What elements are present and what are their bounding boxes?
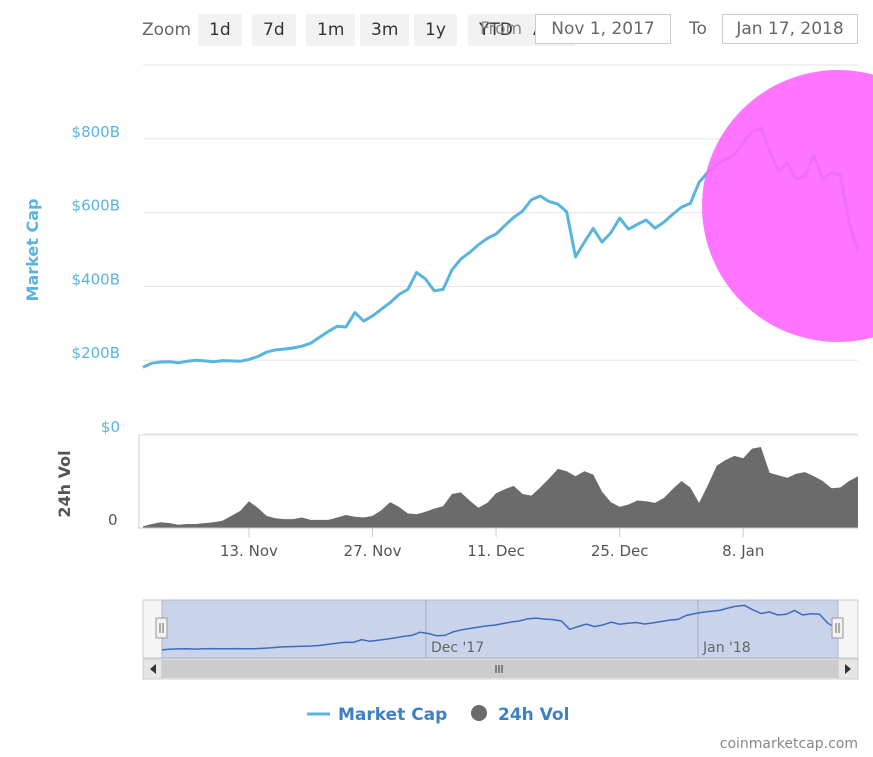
y-tick-label: $600B [72,197,120,215]
legend-label-volume: 24h Vol [498,705,569,725]
navigator-right-handle[interactable] [831,617,844,639]
chevron-left-icon [150,664,156,674]
y-axis-ticks: $0 $200B $400B $600B $800B [72,123,120,436]
volume-area [143,447,858,528]
y-tick-label: $400B [72,270,120,288]
zoom-1m-button[interactable]: 1m [306,14,356,46]
zoom-1d-button[interactable]: 1d [198,14,242,46]
zoom-7d-button[interactable]: 7d [252,14,296,46]
volume-axis-tick-0: 0 [108,511,118,529]
navigator-label-dec: Dec '17 [431,640,484,656]
from-label: From [480,19,523,39]
x-tick-label: 25. Dec [591,542,649,560]
highlight-circle [702,70,873,342]
zoom-ytd-button[interactable]: YTD [468,14,524,46]
x-tick-label: 13. Nov [220,542,278,560]
x-axis-ticks: 13. Nov 27. Nov 11. Dec 25. Dec 8. Jan [138,527,858,560]
chevron-right-icon [845,664,851,674]
to-date-input[interactable] [722,14,858,44]
scrollbar-thumb[interactable] [162,660,838,678]
zoom-label: Zoom [142,20,192,40]
navigator-line [161,604,837,651]
y-tick-label: $0 [101,418,120,436]
legend-dot-icon [471,705,487,721]
zoom-3m-button[interactable]: 3m [360,14,410,46]
x-tick-label: 11. Dec [467,542,525,560]
x-tick-label: 27. Nov [344,542,402,560]
credit-link[interactable]: coinmarketcap.com [719,736,858,752]
y-tick-label: $800B [72,123,120,141]
volume-axis-title: 24h Vol [55,450,74,517]
y-axis-title: Market Cap [23,199,42,302]
scrollbar[interactable] [142,658,859,680]
navigator-label-jan: Jan '18 [702,640,751,656]
legend: Market Cap 24h Vol [307,705,569,725]
x-tick-label: 8. Jan [722,542,764,560]
y-tick-label: $200B [72,344,120,362]
legend-label-market-cap: Market Cap [338,705,447,725]
legend-item-market-cap[interactable]: Market Cap [307,705,447,725]
to-label: To [689,19,707,39]
from-date-input[interactable] [535,14,671,44]
legend-item-volume[interactable]: 24h Vol [471,705,569,725]
navigator-window[interactable] [161,599,839,659]
navigator[interactable]: Dec '17 Jan '18 [142,599,859,659]
zoom-1y-button[interactable]: 1y [414,14,457,46]
navigator-left-handle[interactable] [155,617,168,639]
